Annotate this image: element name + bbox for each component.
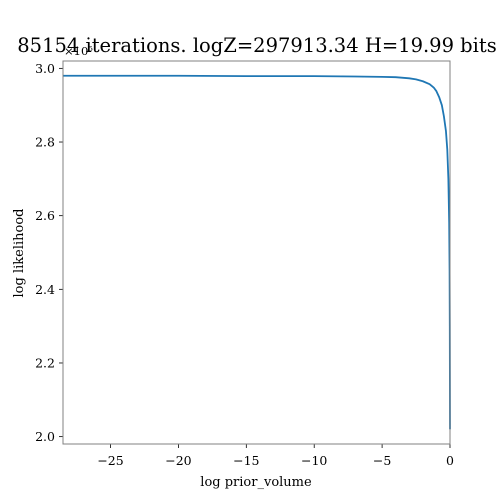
x-tick-label: −5 bbox=[373, 453, 391, 468]
x-tick-label: −20 bbox=[165, 453, 191, 468]
y-tick-label: 2.2 bbox=[35, 355, 55, 370]
y-tick-label: 2.8 bbox=[35, 135, 55, 150]
series-lines bbox=[63, 74, 451, 430]
y-tick-label: 2.6 bbox=[35, 208, 55, 223]
axis-ticks: −25 −20 −15 −10 −5 0 2.0 2.2 2.4 2.6 2.8 3.0 bbox=[35, 61, 454, 468]
series-line bbox=[63, 74, 451, 430]
x-tick-label: −15 bbox=[233, 453, 259, 468]
y-tick-label: 2.4 bbox=[35, 282, 55, 297]
x-tick-label: 0 bbox=[446, 453, 454, 468]
y-axis-label: log likelihood bbox=[12, 209, 27, 298]
y-axis-offset-label: ×10⁵ bbox=[64, 44, 93, 58]
x-tick-label: −25 bbox=[97, 453, 123, 468]
plot-frame bbox=[62, 60, 451, 445]
y-tick-label: 2.0 bbox=[35, 429, 55, 444]
x-tick-label: −10 bbox=[301, 453, 327, 468]
chart-title: 85154 iterations. logZ=297913.34 H=19.99… bbox=[17, 34, 497, 57]
x-axis-label: log prior_volume bbox=[200, 475, 312, 490]
y-tick-label: 3.0 bbox=[35, 61, 55, 76]
